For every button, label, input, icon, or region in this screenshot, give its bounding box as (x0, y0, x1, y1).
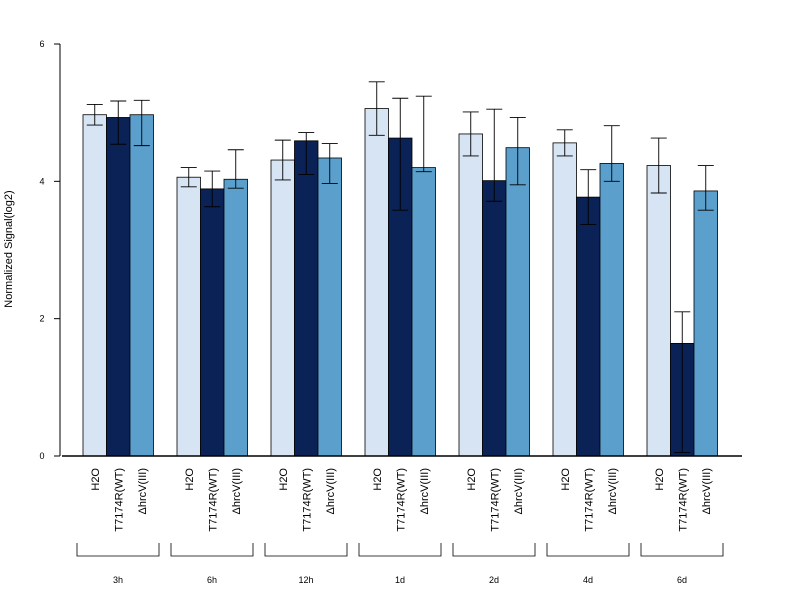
bar-3h-1 (106, 117, 131, 457)
y-tick-label: 4 (39, 176, 44, 186)
group-bracket-6h (170, 543, 254, 557)
bar-labels: H2O T7174R(WT) ΔhrcV(III) H2O T7174R(WT) Δhrc… (90, 468, 713, 532)
bar-label: H2O (184, 468, 196, 491)
bar-12h-2 (317, 157, 342, 457)
bar-label: T7174R(WT) (583, 468, 595, 532)
bar-1d-0 (364, 108, 389, 457)
bar-label: H2O (278, 468, 290, 491)
bar-label: ΔhrcV(III) (701, 468, 713, 514)
bar-6d-0 (646, 165, 671, 457)
bar-6d-2 (693, 190, 718, 457)
bar-4d-0 (552, 142, 577, 457)
group-labels: 3h 6h 12h 1d 2d 4d 6d (113, 575, 687, 585)
group-bracket-6d (640, 543, 724, 557)
group-bracket-12h (264, 543, 348, 557)
group-bracket-4d (546, 543, 630, 557)
group-bracket-2d (452, 543, 536, 557)
bar-label: H2O (90, 468, 102, 491)
y-axis-label: Normalized Signal(log2) (3, 190, 15, 307)
y-axis: 0 2 4 6 (39, 39, 61, 461)
group-label-3h: 3h (113, 575, 123, 585)
bar-6h-2 (223, 178, 248, 457)
bar-label: H2O (560, 468, 572, 491)
bar-4d-1 (576, 196, 601, 457)
bar-3h-2 (129, 114, 154, 457)
group-brackets (76, 543, 724, 557)
bar-label: T7174R(WT) (395, 468, 407, 532)
group-label-6d: 6d (677, 575, 687, 585)
bar-2d-0 (458, 133, 483, 457)
y-tick-label: 0 (39, 451, 44, 461)
bar-label: ΔhrcV(III) (513, 468, 525, 514)
bar-12h-1 (294, 140, 319, 457)
bar-label: H2O (372, 468, 384, 491)
bar-label: T7174R(WT) (113, 468, 125, 532)
y-tick-label: 6 (39, 39, 44, 49)
bar-label: ΔhrcV(III) (607, 468, 619, 514)
bar-label: T7174R(WT) (677, 468, 689, 532)
bar-2d-2 (505, 147, 530, 457)
bar-label: ΔhrcV(III) (231, 468, 243, 514)
bar-6h-0 (176, 176, 201, 457)
bar-label: ΔhrcV(III) (137, 468, 149, 514)
group-bracket-1d (358, 543, 442, 557)
bar-label: T7174R(WT) (489, 468, 501, 532)
y-tick-label: 2 (39, 314, 44, 324)
bar-label: ΔhrcV(III) (419, 468, 431, 514)
bar-label: H2O (654, 468, 666, 491)
group-label-1d: 1d (395, 575, 405, 585)
bar-6h-1 (200, 188, 225, 457)
bar-12h-0 (270, 159, 295, 457)
bar-3h-0 (82, 114, 107, 457)
group-label-2d: 2d (489, 575, 499, 585)
bar-1d-2 (411, 167, 436, 457)
bar-4d-2 (599, 163, 624, 457)
bar-2d-1 (482, 180, 507, 457)
group-bracket-3h (76, 543, 160, 557)
error-bars (86, 81, 714, 454)
bars (82, 108, 718, 457)
bar-label: ΔhrcV(III) (325, 468, 337, 514)
bar-label: H2O (466, 468, 478, 491)
group-label-12h: 12h (298, 575, 313, 585)
bar-label: T7174R(WT) (301, 468, 313, 532)
bar-label: T7174R(WT) (207, 468, 219, 532)
group-label-6h: 6h (207, 575, 217, 585)
group-label-4d: 4d (583, 575, 593, 585)
